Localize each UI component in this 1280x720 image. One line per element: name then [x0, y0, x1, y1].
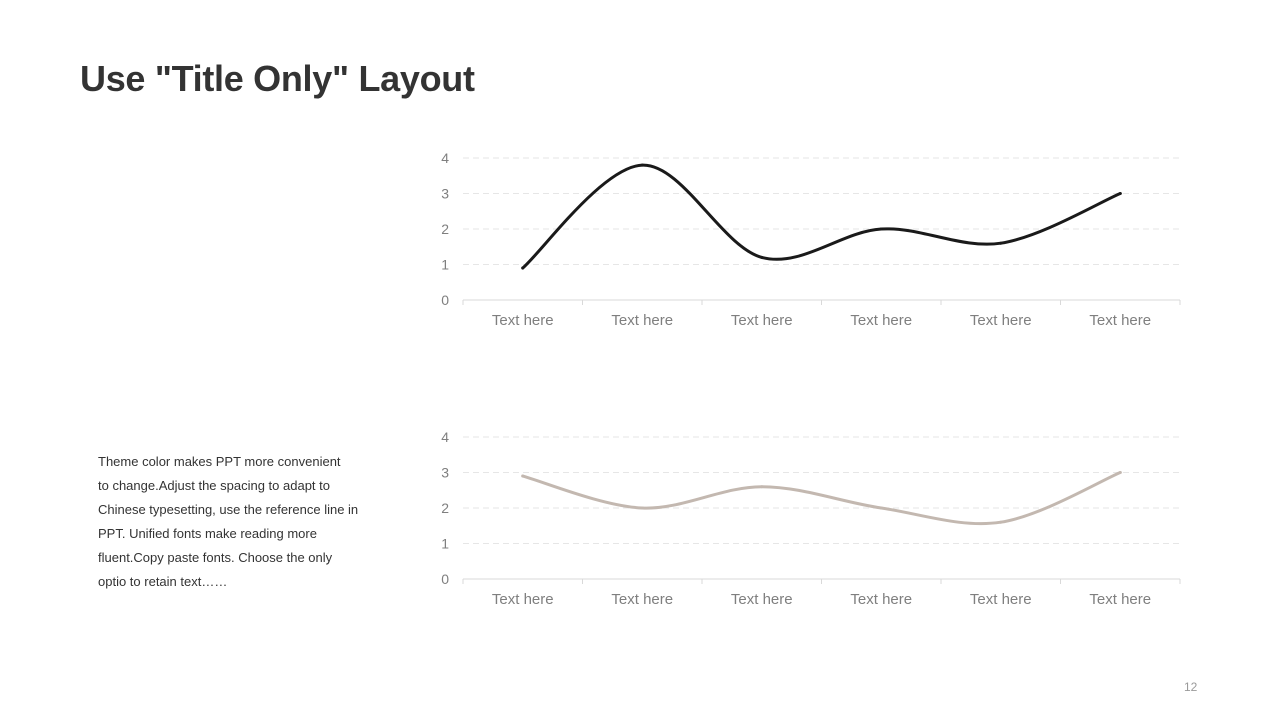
data-point — [999, 241, 1003, 245]
y-tick-label: 4 — [441, 150, 449, 166]
body-text-line: to change.Adjust the spacing to adapt to — [98, 478, 331, 493]
y-tick-label: 3 — [441, 186, 449, 202]
body-text-line: optio to retain text…… — [98, 574, 228, 589]
line-chart-top: 0 1 2 3 4 Text here Text here Text here Text her… — [441, 150, 1181, 329]
y-tick-label: 1 — [441, 536, 449, 552]
body-text-line: PPT. Unified fonts make reading more — [98, 526, 317, 541]
data-point — [760, 485, 764, 489]
body-text: Theme color makes PPT more convenient to… — [98, 450, 378, 594]
x-tick-label: Text here — [850, 591, 912, 608]
slide-title: Use "Title Only" Layout — [80, 58, 475, 99]
series-line — [521, 163, 1122, 270]
body-text-line: fluent.Copy paste fonts. Choose the only — [98, 550, 333, 565]
x-tick-label: Text here — [492, 312, 554, 329]
x-tick-label: Text here — [1089, 312, 1151, 329]
x-tick-label: Text here — [850, 312, 912, 329]
data-point — [640, 163, 644, 167]
y-tick-label: 0 — [441, 571, 449, 587]
y-tick-label: 2 — [441, 221, 449, 237]
x-tick-label: Text here — [970, 312, 1032, 329]
y-tick-label: 3 — [441, 465, 449, 481]
data-point — [521, 266, 525, 270]
data-point — [521, 474, 525, 478]
x-tick-label: Text here — [731, 591, 793, 608]
body-text-line: Chinese typesetting, use the reference l… — [98, 502, 359, 517]
data-point — [879, 227, 883, 231]
y-tick-label: 0 — [441, 292, 449, 308]
data-point — [879, 506, 883, 510]
data-point — [760, 255, 764, 259]
line-chart-bottom: 0 1 2 3 4 Text here Text here Text here Text her… — [441, 429, 1181, 608]
data-point — [999, 520, 1003, 524]
y-tick-label: 2 — [441, 500, 449, 516]
body-text-line: Theme color makes PPT more convenient — [98, 454, 341, 469]
page-number: 12 — [1184, 680, 1198, 694]
data-point — [640, 506, 644, 510]
y-tick-label: 1 — [441, 257, 449, 273]
x-tick-label: Text here — [492, 591, 554, 608]
x-tick-label: Text here — [1089, 591, 1151, 608]
series-line — [521, 471, 1122, 526]
x-tick-label: Text here — [731, 312, 793, 329]
y-tick-label: 4 — [441, 429, 449, 445]
x-tick-label: Text here — [970, 591, 1032, 608]
x-tick-label: Text here — [611, 312, 673, 329]
data-point — [1118, 192, 1122, 195]
data-point — [1118, 471, 1122, 474]
x-tick-label: Text here — [611, 591, 673, 608]
